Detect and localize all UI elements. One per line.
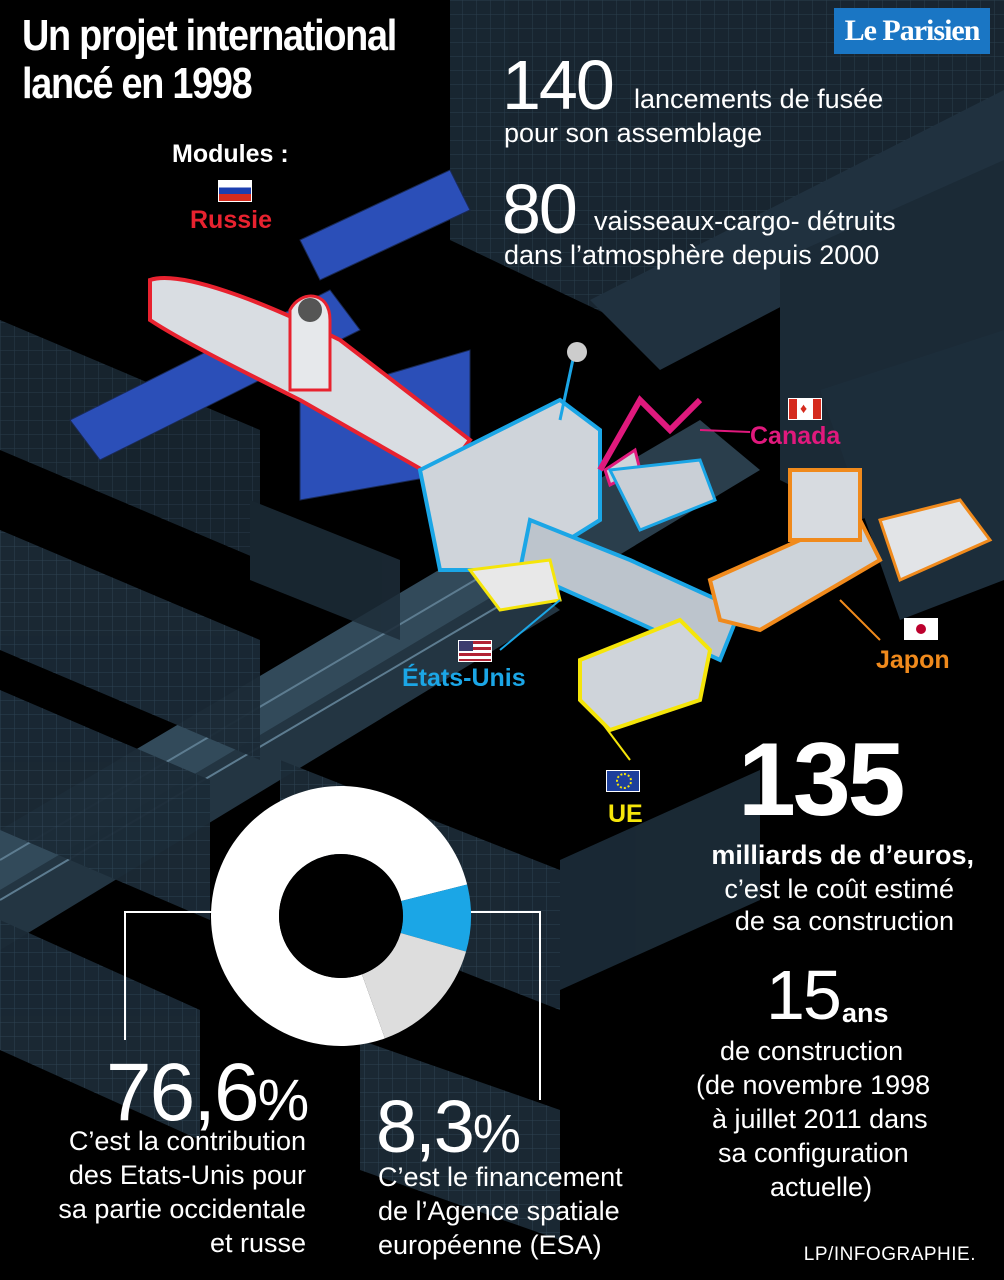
page-title: Un projet international lancé en 1998: [22, 11, 397, 108]
eu-segment: [578, 617, 713, 761]
esa-caption2: de l’Agence spatiale: [378, 1196, 620, 1226]
years-text4: sa configuration: [718, 1138, 909, 1168]
us-caption4: et russe: [209, 1228, 306, 1258]
us-caption1: C’est la contribution: [68, 1126, 306, 1156]
esa-caption1: C’est le financement: [378, 1162, 623, 1192]
donut-hole: [279, 854, 403, 978]
le-parisien-logo: Le Parisien: [834, 8, 990, 54]
label-russia: Russie: [190, 206, 272, 234]
esa-leader-line: [466, 911, 541, 1100]
us-caption2: des Etats-Unis pour: [68, 1160, 306, 1190]
donut-slice-other: [361, 932, 467, 1039]
esa-percent-value: 8,3%: [376, 1085, 521, 1168]
years-text1: de construction: [720, 1036, 904, 1066]
us-caption3: sa partie occidentale: [58, 1194, 306, 1224]
eu-flag-icon: [606, 770, 640, 792]
us-percent-value: 76,6%: [106, 1047, 309, 1138]
russia-flag-icon: [218, 180, 252, 202]
canada-arm: [597, 395, 751, 532]
launches-number: 140: [502, 46, 615, 124]
years-number: 15: [766, 956, 842, 1034]
years-text5: actuelle): [770, 1172, 873, 1202]
modules-heading: Modules :: [172, 140, 289, 168]
russian-segment: [69, 169, 473, 501]
credit: LP/INFOGRAPHIE.: [803, 1244, 976, 1265]
japan-flag-icon: [904, 618, 938, 640]
label-eu: UE: [608, 800, 643, 828]
esa-caption3: européenne (ESA): [378, 1230, 602, 1260]
years-text2: (de novembre 1998: [696, 1070, 931, 1100]
cost-subtext1: c’est le coût estimé: [724, 874, 954, 904]
cost-subtext2: de sa construction: [734, 906, 954, 936]
canada-flag-icon: ♦: [788, 398, 822, 420]
donut-chart: [211, 786, 471, 1046]
launches-text: lancements de fusée: [634, 84, 884, 114]
years-unit: ans: [842, 998, 889, 1028]
cargo-number: 80: [502, 170, 578, 248]
cost-number: 135: [738, 722, 906, 838]
label-usa: États-Unis: [402, 664, 526, 692]
label-japan: Japon: [876, 646, 950, 674]
cargo-subtext: dans l’atmosphère depuis 2000: [504, 240, 880, 270]
years-text3: à juillet 2011 dans: [712, 1104, 928, 1134]
donut-slice-us: [211, 786, 468, 1046]
us-leader-line: [124, 911, 230, 1040]
cost-text: milliards de d’euros,: [711, 840, 974, 870]
launches-subtext: pour son assemblage: [504, 118, 763, 148]
cargo-text: vaisseaux-cargo- détruits: [594, 206, 896, 236]
usa-flag-icon: [458, 640, 492, 662]
donut-slice-esa: [400, 884, 471, 952]
label-canada: Canada: [750, 422, 841, 450]
japan-segment: [707, 468, 993, 641]
